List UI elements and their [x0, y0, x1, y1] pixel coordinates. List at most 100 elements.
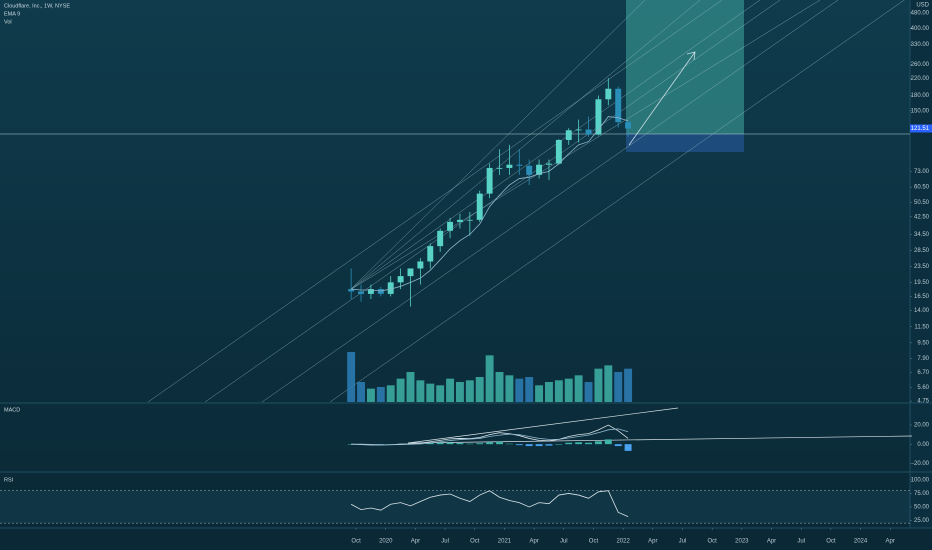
rsi-line — [350, 490, 629, 518]
candle-body — [367, 289, 374, 294]
candle-body — [506, 164, 513, 168]
x-tick-label: Oct — [351, 539, 361, 545]
y-tick-label: 16.50 — [914, 294, 930, 300]
volume-bar — [554, 380, 563, 402]
stop-zone[interactable] — [626, 134, 744, 152]
channel-line — [147, 0, 723, 403]
y-tick-label: -20.00 — [912, 461, 930, 467]
volume-bar — [406, 372, 415, 402]
y-tick-label: 100.00 — [911, 478, 930, 484]
y-tick-label: 34.50 — [914, 232, 930, 238]
ema-line — [351, 116, 629, 292]
x-tick-label: 2023 — [735, 539, 749, 545]
target-zone[interactable] — [626, 0, 744, 134]
x-tick-label: Oct — [708, 539, 718, 545]
y-tick-label: 19.50 — [914, 280, 930, 286]
volume-bar — [475, 377, 484, 402]
y-tick-label: 220.00 — [911, 76, 930, 82]
y-tick-label: 260.00 — [911, 62, 930, 68]
y-tick-label: 28.50 — [914, 248, 930, 254]
symbol-title: Cloudflare, Inc., 1W, NYSE — [4, 3, 70, 9]
last-price-label: 121.51 — [911, 126, 930, 132]
y-tick-label: 6.70 — [917, 370, 929, 376]
candle-body — [625, 122, 632, 129]
candle-body — [575, 129, 582, 131]
fork-line — [349, 0, 761, 291]
x-tick-label: Jul — [797, 539, 805, 545]
x-tick-label: Apr — [886, 539, 895, 545]
candle-body — [427, 246, 434, 262]
channel-line — [261, 0, 839, 403]
x-tick-label: Oct — [470, 539, 480, 545]
macd-histogram — [515, 444, 523, 446]
candle-body — [407, 268, 414, 277]
y-tick-label: 75.00 — [914, 491, 930, 497]
volume-bar — [396, 378, 405, 402]
volume-bar — [574, 375, 583, 402]
y-tick-label: 50.50 — [914, 200, 930, 206]
y-tick-label: 150.00 — [911, 108, 930, 114]
volume-label: Vol — [4, 19, 12, 25]
y-tick-label: 400.00 — [911, 26, 930, 32]
last-price-tag — [910, 124, 932, 133]
candle-body — [447, 221, 454, 231]
volume-bar — [436, 385, 445, 402]
volume-bar — [465, 380, 474, 402]
volume-bar — [347, 352, 356, 402]
y-tick-label: 42.50 — [914, 214, 930, 220]
x-tick-label: 2020 — [379, 539, 393, 545]
x-tick-label: Jul — [441, 539, 449, 545]
volume-bar — [446, 378, 455, 402]
x-tick-label: Apr — [767, 539, 776, 545]
y-tick-label: 60.50 — [914, 185, 930, 191]
channel-line — [329, 0, 905, 403]
macd-histogram — [535, 444, 543, 447]
y-tick-label: 7.90 — [917, 356, 929, 362]
candle-body — [605, 88, 612, 100]
volume-bar — [525, 377, 534, 402]
x-tick-label: Oct — [589, 539, 599, 545]
y-tick-label: 50.00 — [914, 505, 930, 511]
volume-bar — [485, 355, 494, 402]
macd-trendline[interactable] — [407, 435, 913, 444]
candle-body — [536, 164, 543, 175]
macd-histogram — [436, 442, 444, 445]
projection-arrow[interactable] — [628, 51, 696, 146]
volume-bar — [604, 365, 613, 402]
y-tick-label: 480.00 — [911, 11, 930, 17]
x-tick-label: Jul — [679, 539, 687, 545]
x-tick-label: Jul — [560, 539, 568, 545]
volume-bar — [376, 387, 385, 402]
macd-histogram — [575, 442, 583, 445]
x-tick-label: Apr — [529, 539, 538, 545]
currency-label: USD — [916, 3, 929, 9]
candle-body — [486, 167, 493, 194]
macd-trendline[interactable] — [407, 407, 679, 444]
fork-line — [349, 0, 701, 291]
macd-histogram — [466, 443, 474, 445]
macd-histogram — [565, 442, 573, 445]
signal-line — [351, 428, 629, 446]
fork-line — [349, 0, 821, 291]
candle-body — [358, 291, 364, 294]
candle-body — [615, 88, 622, 123]
y-tick-label: 330.00 — [911, 42, 930, 48]
x-tick-label: Apr — [648, 539, 657, 545]
y-tick-label: 0.00 — [917, 442, 929, 448]
macd-histogram — [624, 444, 632, 451]
candle-body — [565, 130, 572, 140]
y-tick-label: 4.75 — [917, 399, 929, 405]
candle-body — [456, 219, 463, 222]
macd-histogram — [456, 443, 464, 445]
candle-body — [516, 164, 523, 166]
arrow-head — [686, 51, 696, 61]
candle-body — [476, 193, 483, 220]
candle-body — [387, 282, 394, 294]
arrow-shaft — [628, 51, 696, 146]
candle-body — [417, 261, 424, 269]
x-tick-label: Apr — [411, 539, 420, 545]
y-tick-label: 11.50 — [914, 324, 929, 330]
indicator-label: EMA 9 — [4, 11, 20, 17]
